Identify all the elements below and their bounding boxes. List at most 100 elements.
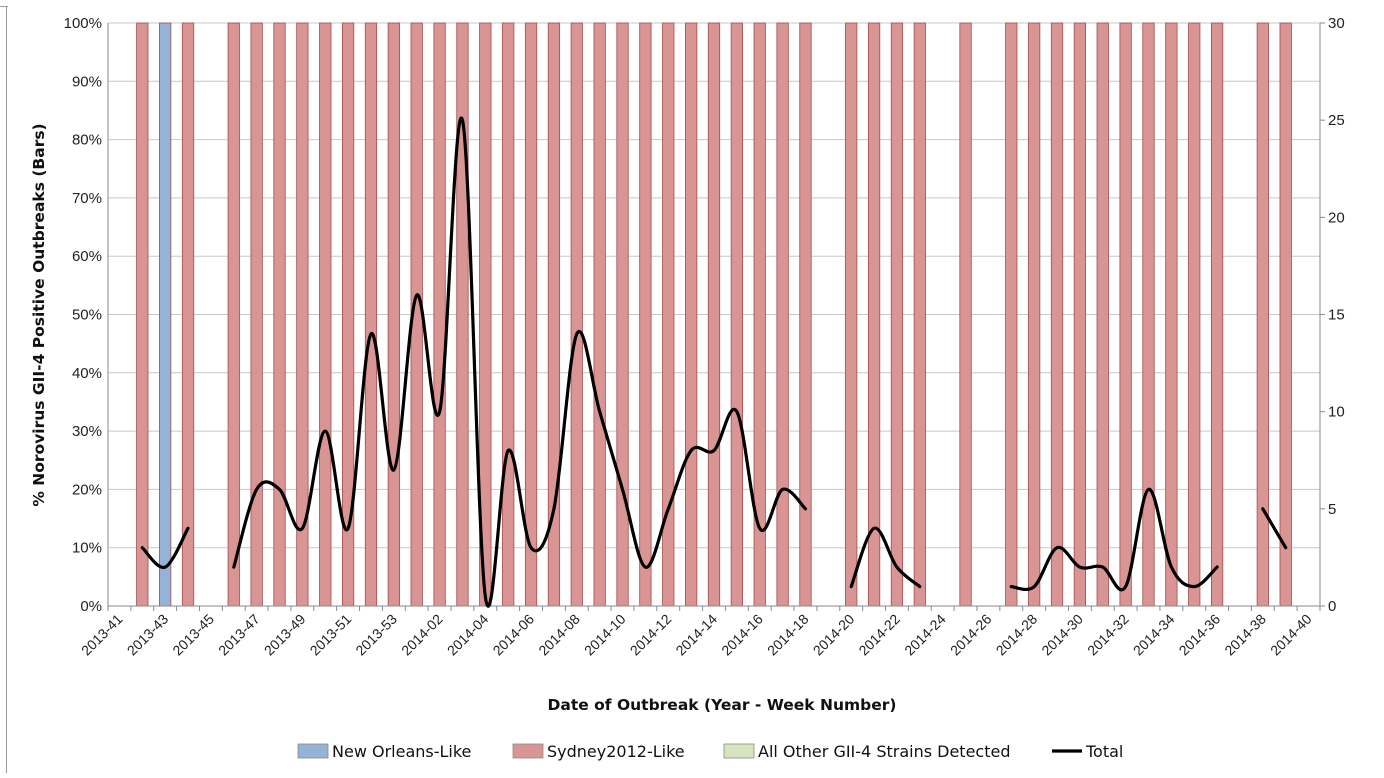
legend-label: All Other GII-4 Strains Detected [758, 742, 1010, 761]
bar [1142, 22, 1155, 607]
x-tick-label: 2013-41 [78, 611, 126, 659]
bar [616, 22, 629, 607]
y2-tick-label: 10 [1328, 404, 1345, 421]
legend-swatch [723, 743, 755, 759]
y2-tick-label: 5 [1328, 501, 1336, 518]
bar [1119, 22, 1132, 607]
y-tick-label: 30% [72, 423, 102, 440]
bar [250, 22, 263, 607]
total-line-segment [1261, 507, 1288, 550]
y2-tick-label: 30 [1328, 15, 1345, 32]
y-tick-label: 70% [72, 190, 102, 207]
bar [341, 22, 355, 607]
y-tick-label: 10% [72, 540, 102, 557]
x-tick-label: 2013-47 [215, 611, 263, 659]
y-tick-label: 40% [72, 365, 102, 382]
legend-label: New Orleans-Like [332, 742, 471, 761]
x-tick-label: 2014-02 [398, 611, 446, 659]
bar [639, 22, 652, 607]
x-tick-label: 2014-40 [1267, 611, 1315, 659]
x-tick-label: 2014-06 [490, 611, 538, 659]
bar [799, 22, 812, 607]
axes [107, 22, 1325, 611]
legend: New Orleans-Like Sydney2012-Like All Other… [297, 742, 1123, 761]
legend-label: Total [1085, 742, 1123, 761]
y-tick-label: 20% [72, 481, 102, 498]
bar [181, 22, 195, 607]
bar [1210, 22, 1224, 607]
bar [502, 22, 515, 607]
bar [776, 22, 789, 607]
x-tick-label: 2014-30 [1038, 611, 1086, 659]
y-tick-label: 50% [72, 307, 102, 324]
bar [1188, 22, 1201, 607]
x-tick-label: 2013-43 [124, 611, 172, 659]
x-tick-label: 2013-53 [352, 611, 400, 659]
bar [1073, 22, 1087, 607]
bar [136, 22, 149, 607]
y-tick-label: 100% [64, 15, 102, 32]
bar [845, 22, 858, 607]
bar [456, 22, 469, 607]
total-line [140, 116, 1288, 608]
x-tick-label: 2014-20 [810, 611, 858, 659]
x-tick-label: 2014-24 [901, 611, 949, 659]
y2-tick-label: 15 [1328, 307, 1345, 324]
total-line-segment [849, 526, 922, 589]
bar [387, 22, 400, 607]
bar [319, 22, 332, 607]
x-tick-label: 2013-49 [261, 611, 309, 659]
frame-edge-left [6, 6, 7, 773]
bar [913, 22, 926, 607]
x-tick-label: 2014-26 [947, 611, 995, 659]
x-tick-label: 2014-38 [1221, 611, 1269, 659]
bar [364, 22, 378, 607]
x-tick-label: 2014-32 [1084, 611, 1132, 659]
x-tick-label: 2013-45 [169, 611, 217, 659]
bars [136, 22, 1292, 607]
bar [1165, 22, 1178, 607]
x-tick-label: 2014-36 [1176, 611, 1224, 659]
bar [547, 22, 561, 607]
y-tick-label: 60% [72, 248, 102, 265]
frame-edge-top [0, 6, 8, 7]
bar [1005, 22, 1018, 607]
x-tick-label: 2014-04 [444, 611, 492, 659]
y2-tick-label: 0 [1328, 598, 1336, 615]
bar [1279, 22, 1292, 607]
bar [1050, 22, 1064, 607]
bar [707, 22, 721, 607]
bar [685, 22, 698, 607]
bar [1028, 22, 1041, 607]
y-tick-label: 90% [72, 73, 102, 90]
y2-tick-label: 25 [1328, 112, 1345, 129]
x-tick-label: 2014-18 [764, 611, 812, 659]
total-line-segment [232, 116, 808, 608]
x-axis-title: Date of Outbreak (Year - Week Number) [548, 696, 897, 714]
y-tick-label: 0% [80, 598, 102, 615]
x-tick-label: 2013-51 [307, 611, 355, 659]
bar [867, 22, 881, 607]
bar [730, 22, 743, 607]
total-line-segment [1009, 487, 1219, 592]
total-line-segment [140, 526, 190, 569]
x-tick-label: 2014-08 [535, 611, 583, 659]
bar [570, 22, 583, 607]
bar [433, 22, 446, 607]
x-tick-label: 2014-16 [718, 611, 766, 659]
x-tick-label: 2014-22 [855, 611, 903, 659]
bar [959, 22, 972, 607]
bar [524, 22, 538, 607]
y2-tick-label: 20 [1328, 209, 1345, 226]
legend-swatch [297, 743, 329, 759]
bar [890, 22, 904, 607]
y-axis-title: % Norovirus GII-4 Positive Outbreaks (Ba… [30, 123, 48, 506]
x-tick-label: 2014-34 [1130, 611, 1178, 659]
x-tick-label: 2014-10 [581, 611, 629, 659]
x-tick-label: 2014-14 [672, 611, 720, 659]
y-tick-label: 80% [72, 132, 102, 149]
bar [227, 22, 240, 607]
legend-swatch [512, 743, 544, 759]
